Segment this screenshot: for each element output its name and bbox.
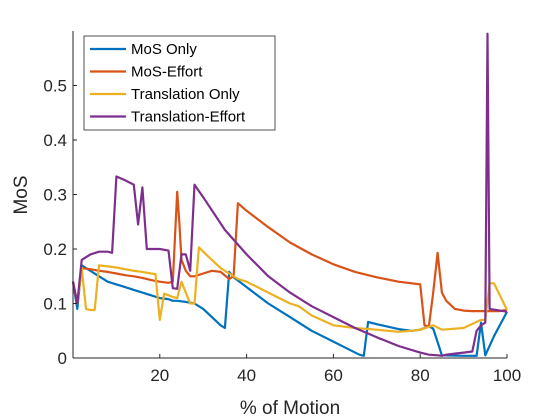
x-tick-label: 100 [493,366,521,385]
y-tick-label: 0.4 [43,131,67,150]
series-line-2 [71,190,508,328]
x-tick-label: 40 [237,366,256,385]
legend-label-3: Translation Only [131,86,240,103]
y-tick-label: 0.2 [43,240,67,259]
y-tick-label: 0 [58,349,67,368]
x-axis-label: % of Motion [240,398,340,419]
y-tick-label: 0.3 [43,186,67,205]
x-tick-label: 60 [324,366,343,385]
series-group [71,32,508,357]
series-line-4 [71,32,508,357]
series-line-1 [71,264,508,357]
series-line-3 [71,246,508,333]
legend-label-2: MoS-Effort [131,64,203,81]
x-tick-label: 80 [411,366,430,385]
y-tick-label: 0.1 [43,295,67,314]
legend-label-1: MoS Only [131,41,197,58]
legend-box [83,35,276,131]
legend: MoS Only MoS-Effort Translation Only Transl… [83,35,276,131]
y-tick-label: 0.5 [43,77,67,96]
y-axis-label: MoS [11,175,32,214]
ticks-group: 20 40 60 80 100 0 0.1 0.2 0.3 0.4 0.5 [43,77,521,386]
legend-label-4: Translation-Effort [131,109,246,126]
x-tick-label: 20 [150,366,169,385]
